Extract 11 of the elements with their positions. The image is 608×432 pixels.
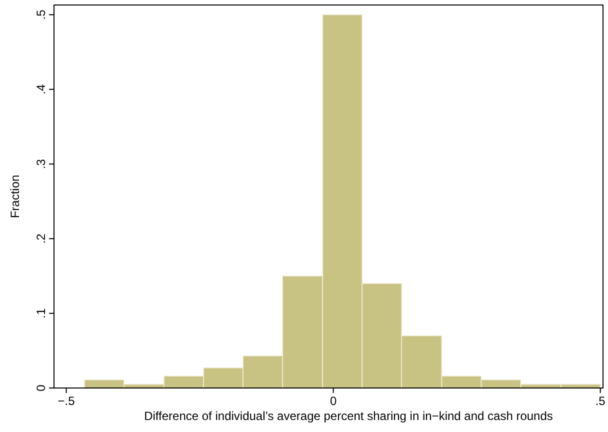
y-axis-title: Fraction xyxy=(8,174,22,218)
x-axis-title: Difference of individual’s average percent sharing in in−kind and cash rounds xyxy=(144,409,553,423)
y-tick-label: 0 xyxy=(34,384,48,392)
y-tick-label: .3 xyxy=(34,158,48,170)
y-tick-label: .1 xyxy=(34,308,48,318)
x-tick-label: −.5 xyxy=(58,394,76,408)
x-tick-label: .5 xyxy=(595,394,606,408)
y-tick-label: .4 xyxy=(34,84,48,94)
x-tick-label: 0 xyxy=(330,394,337,408)
y-tick-label: .5 xyxy=(34,9,48,20)
y-tick-label: .2 xyxy=(34,233,48,244)
